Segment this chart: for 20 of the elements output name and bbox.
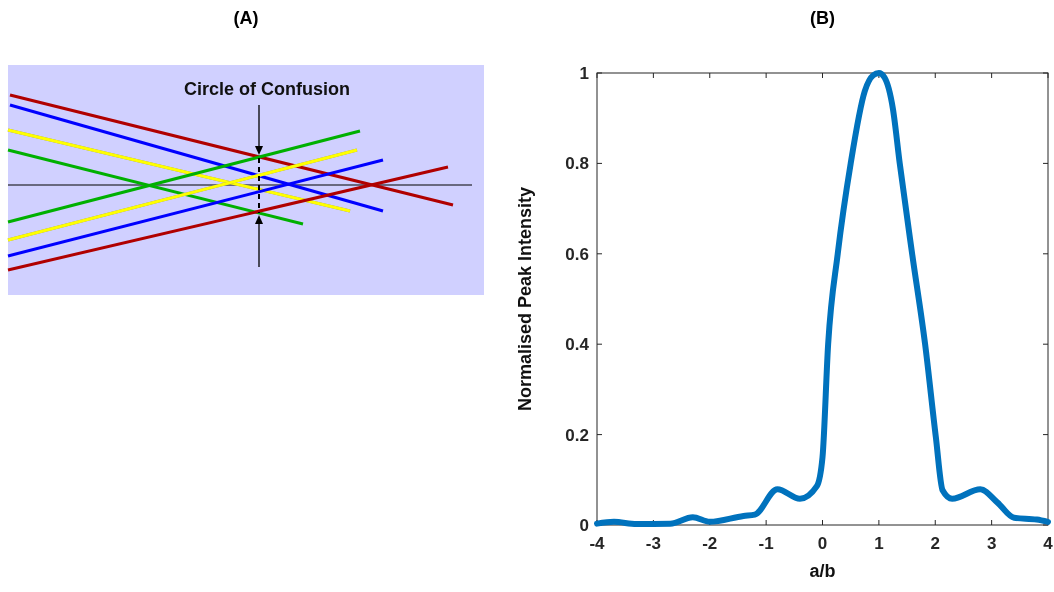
text: Circle of Confusion [184,79,350,99]
x-tick-label: 4 [1043,534,1054,553]
chart-title: (B) [810,8,835,28]
y-tick-label: 0.6 [565,244,589,264]
y-tick-label: 0.2 [565,425,589,445]
y-tick-label: 0.4 [565,335,590,355]
x-tick-label: 0 [817,534,828,553]
x-tick-label: -2 [702,534,718,553]
x-tick-label: -3 [645,534,661,553]
x-tick-label: 2 [930,534,940,553]
x-tick-label: -1 [758,534,774,553]
y-tick-label: 0.8 [565,154,589,174]
y-axis-title: Normalised Peak Intensity [515,186,535,412]
x-axis-title: a/b [809,561,836,581]
y-tick-label: 0 [579,516,589,535]
x-tick-label: -4 [589,534,606,553]
x-tick-label: 3 [986,534,997,553]
y-tick-label: 1 [579,64,589,83]
x-tick-label: 1 [874,534,884,553]
text: (A) [233,8,259,28]
